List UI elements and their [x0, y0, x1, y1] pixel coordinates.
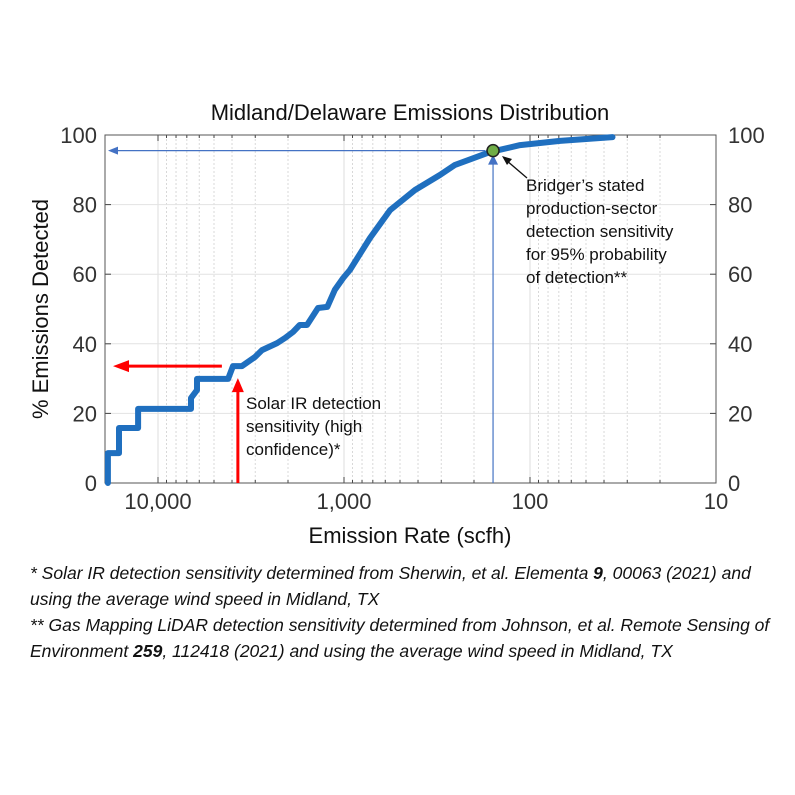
- bridger-pointer-line: [505, 159, 528, 179]
- right-y-tick-label: 60: [728, 262, 752, 287]
- solar-arrowhead-left: [113, 360, 129, 373]
- reference-lines: [108, 146, 499, 483]
- bridger-annotation-line: of detection**: [526, 268, 628, 287]
- y-tick-label: 20: [73, 401, 97, 426]
- footnote-2-text: ** Gas Mapping LiDAR detection sensitivi…: [30, 615, 770, 661]
- footnote-1-text: * Solar IR detection sensitivity determi…: [30, 563, 594, 583]
- distribution-line: [104, 134, 616, 486]
- x-tick-label: 1,000: [316, 489, 371, 514]
- right-y-tick-label: 20: [728, 401, 752, 426]
- right-y-tick-label: 40: [728, 332, 752, 357]
- footnote-2-text-end: , 112418 (2021) and using the average wi…: [162, 641, 673, 661]
- bridger-arrowhead-left: [108, 146, 118, 155]
- bridger-arrowhead-up: [488, 154, 499, 165]
- footnote-1: * Solar IR detection sensitivity determi…: [30, 560, 780, 612]
- bridger-annotation-line: Bridger’s stated: [526, 176, 644, 195]
- footnote-1-volume: 9: [593, 563, 603, 583]
- bridger-annotation-line: detection sensitivity: [526, 222, 674, 241]
- right-y-tick-label: 100: [728, 123, 765, 148]
- footnote-2: ** Gas Mapping LiDAR detection sensitivi…: [30, 612, 780, 664]
- footnote-1-text-end: , 00063 (2021) and using the average win…: [30, 563, 751, 609]
- right-y-tick-label: 0: [728, 471, 740, 496]
- x-tick-label: 10: [704, 489, 728, 514]
- bridger-annotation-line: production-sector: [526, 199, 658, 218]
- solar-annotation-line: sensitivity (high: [246, 417, 362, 436]
- axes: [104, 134, 717, 484]
- emissions-chart: 0 0 20 20 40 40 60 60 80 80 100 100 10,000 1,000 100 10…: [28, 100, 765, 548]
- solar-annotation-line: confidence)*: [246, 440, 341, 459]
- y-axis-label: % Emissions Detected: [28, 199, 53, 419]
- y-tick-label: 60: [73, 262, 97, 287]
- solar-annotation-line: Solar IR detection: [246, 394, 381, 413]
- y-tick-label: 40: [73, 332, 97, 357]
- footnotes: * Solar IR detection sensitivity determi…: [30, 560, 780, 664]
- bridger-pointer-arrowhead: [502, 156, 512, 165]
- x-tick-label: 10,000: [124, 489, 191, 514]
- x-axis-label: Emission Rate (scfh): [309, 523, 512, 548]
- chart-title: Midland/Delaware Emissions Distribution: [211, 100, 610, 125]
- bridger-sensitivity-marker: [486, 143, 500, 158]
- plot-frame: [104, 134, 717, 484]
- bridger-annotation-line: for 95% probability: [526, 245, 667, 264]
- grid: [105, 135, 717, 483]
- solar-arrowhead-up: [231, 378, 244, 393]
- tick-labels: 0 0 20 20 40 40 60 60 80 80 100 100 10,000 1,000 100 10: [60, 123, 764, 514]
- y-tick-label: 100: [60, 123, 97, 148]
- right-y-tick-label: 80: [728, 193, 752, 218]
- x-tick-label: 100: [512, 489, 549, 514]
- footnote-2-volume: 259: [133, 641, 163, 661]
- series: [104, 134, 616, 486]
- annotations: Bridger’s stated production-sector detecti…: [246, 156, 674, 459]
- y-tick-label: 80: [73, 193, 97, 218]
- y-tick-label: 0: [85, 471, 97, 496]
